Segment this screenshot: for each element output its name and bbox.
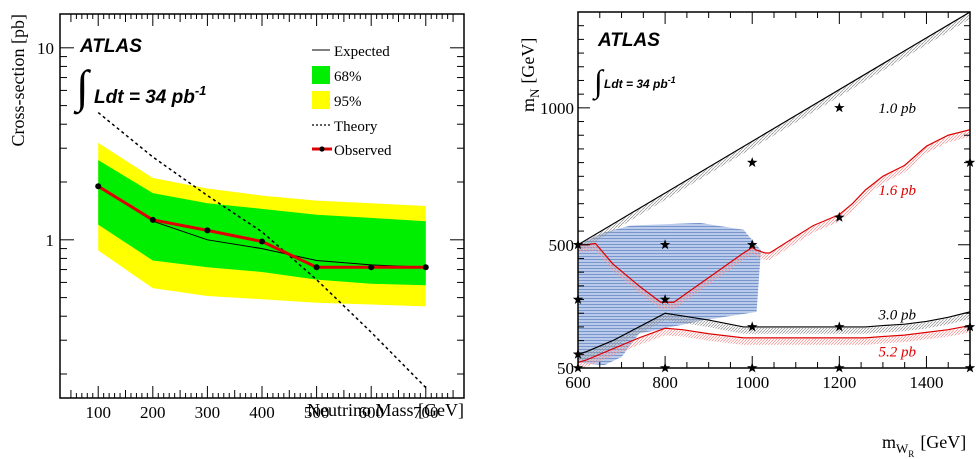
x-tick-label: 500 xyxy=(304,403,330,422)
x-tick-label: 600 xyxy=(358,403,384,422)
y-tick-label: 1000 xyxy=(540,99,574,118)
legend-95-label: 95% xyxy=(334,94,362,110)
signal-point-star xyxy=(572,348,584,359)
left-ticks: 100 200 300 400 500 600 700 1 10 xyxy=(37,14,464,422)
y-tick-label: 1 xyxy=(46,231,55,250)
right-fill xyxy=(578,222,761,366)
right-lumi-label: Ldt = 34 pb-1 xyxy=(604,75,676,91)
contour-label: 1.0 pb xyxy=(879,101,917,117)
x-tick-label: 1200 xyxy=(822,373,856,392)
contour-line xyxy=(578,311,970,355)
observed-point xyxy=(368,264,375,271)
left-chart: 100 200 300 400 500 600 700 1 10 ATLAS ∫ Ldt = 3… xyxy=(8,13,465,422)
right-y-axis-label: mN[GeV] xyxy=(518,38,542,112)
band-68 xyxy=(98,160,426,286)
legend-expected-label: Expected xyxy=(334,44,390,60)
legend-observed-label: Observed xyxy=(334,143,392,159)
x-tick-label: 100 xyxy=(85,403,111,422)
x-tick-label: 600 xyxy=(565,373,591,392)
signal-point-star xyxy=(659,239,671,250)
signal-point-star xyxy=(747,321,758,332)
contour-line xyxy=(578,12,970,246)
left-lines xyxy=(95,111,429,389)
observed-point xyxy=(149,216,156,223)
left-lumi-label: Ldt = 34 pb-1 xyxy=(94,83,206,108)
signal-point-star xyxy=(659,294,671,304)
observed-point xyxy=(259,238,265,245)
x-tick-label: 1400 xyxy=(909,373,943,392)
legend-95-swatch xyxy=(312,91,330,109)
excluded-region-hatch xyxy=(578,222,761,366)
contour-label: 3.0 pb xyxy=(878,308,917,324)
contour-line xyxy=(578,324,970,364)
contour-shade xyxy=(578,130,970,310)
observed-point xyxy=(95,183,102,190)
observed-point xyxy=(313,264,320,271)
observed-point xyxy=(204,227,211,234)
y-tick-label: 500 xyxy=(549,236,575,255)
left-integral-sign: ∫ xyxy=(73,61,91,115)
legend-68-label: 68% xyxy=(334,69,362,85)
right-chart: 600 800 1000 1200 1400 50 500 1000 1.0 pb 1.6 pb… xyxy=(518,11,976,459)
left-x-axis-label: Neutrino Mass [GeV] xyxy=(307,400,464,420)
signal-point-star xyxy=(572,362,584,373)
left-atlas-label: ATLAS xyxy=(79,36,142,57)
right-lines xyxy=(578,12,970,368)
signal-point-star xyxy=(659,362,671,373)
right-x-axis-label: mWR[GeV] xyxy=(882,432,966,459)
x-tick-label: 400 xyxy=(249,403,275,422)
signal-point-star xyxy=(834,211,845,222)
contour-line xyxy=(578,129,970,303)
x-tick-label: 800 xyxy=(652,373,678,392)
contour-label: 5.2 pb xyxy=(879,345,917,361)
right-atlas-label: ATLAS xyxy=(597,30,660,51)
x-tick-label: 1000 xyxy=(735,373,769,392)
signal-point-star xyxy=(572,239,584,250)
legend-68-swatch xyxy=(312,66,330,84)
signal-point-star xyxy=(747,239,758,250)
signal-point-star xyxy=(834,362,845,373)
x-tick-label: 700 xyxy=(413,403,439,422)
x-tick-label: 300 xyxy=(195,403,221,422)
signal-point-star xyxy=(747,362,758,373)
left-y-axis-label: Cross-section [pb] xyxy=(8,14,28,146)
signal-point-star xyxy=(834,321,845,332)
legend-theory-label: Theory xyxy=(334,119,378,135)
signal-point-star xyxy=(747,157,758,168)
signal-point-star xyxy=(964,362,976,373)
right-integral-sign: ∫ xyxy=(592,63,605,101)
left-legend: Expected 68% 95% Theory Observed xyxy=(312,44,392,159)
legend-observed-marker xyxy=(319,146,325,152)
y-tick-label: 10 xyxy=(37,39,54,58)
x-tick-label: 200 xyxy=(140,403,166,422)
right-ticks: 600 800 1000 1200 1400 50 500 1000 xyxy=(540,11,971,392)
left-bands xyxy=(98,142,426,307)
signal-point-star xyxy=(964,157,976,168)
contour-shade xyxy=(578,13,970,252)
right-signal-points: 1.0 pb 1.6 pb 3.0 pb 5.2 pb xyxy=(572,101,976,373)
contour-label: 1.6 pb xyxy=(879,183,917,199)
signal-point-star xyxy=(572,294,584,304)
signal-point-star xyxy=(834,102,845,113)
y-tick-label: 50 xyxy=(557,359,574,378)
observed-point xyxy=(422,264,429,271)
signal-point-star xyxy=(964,321,976,332)
